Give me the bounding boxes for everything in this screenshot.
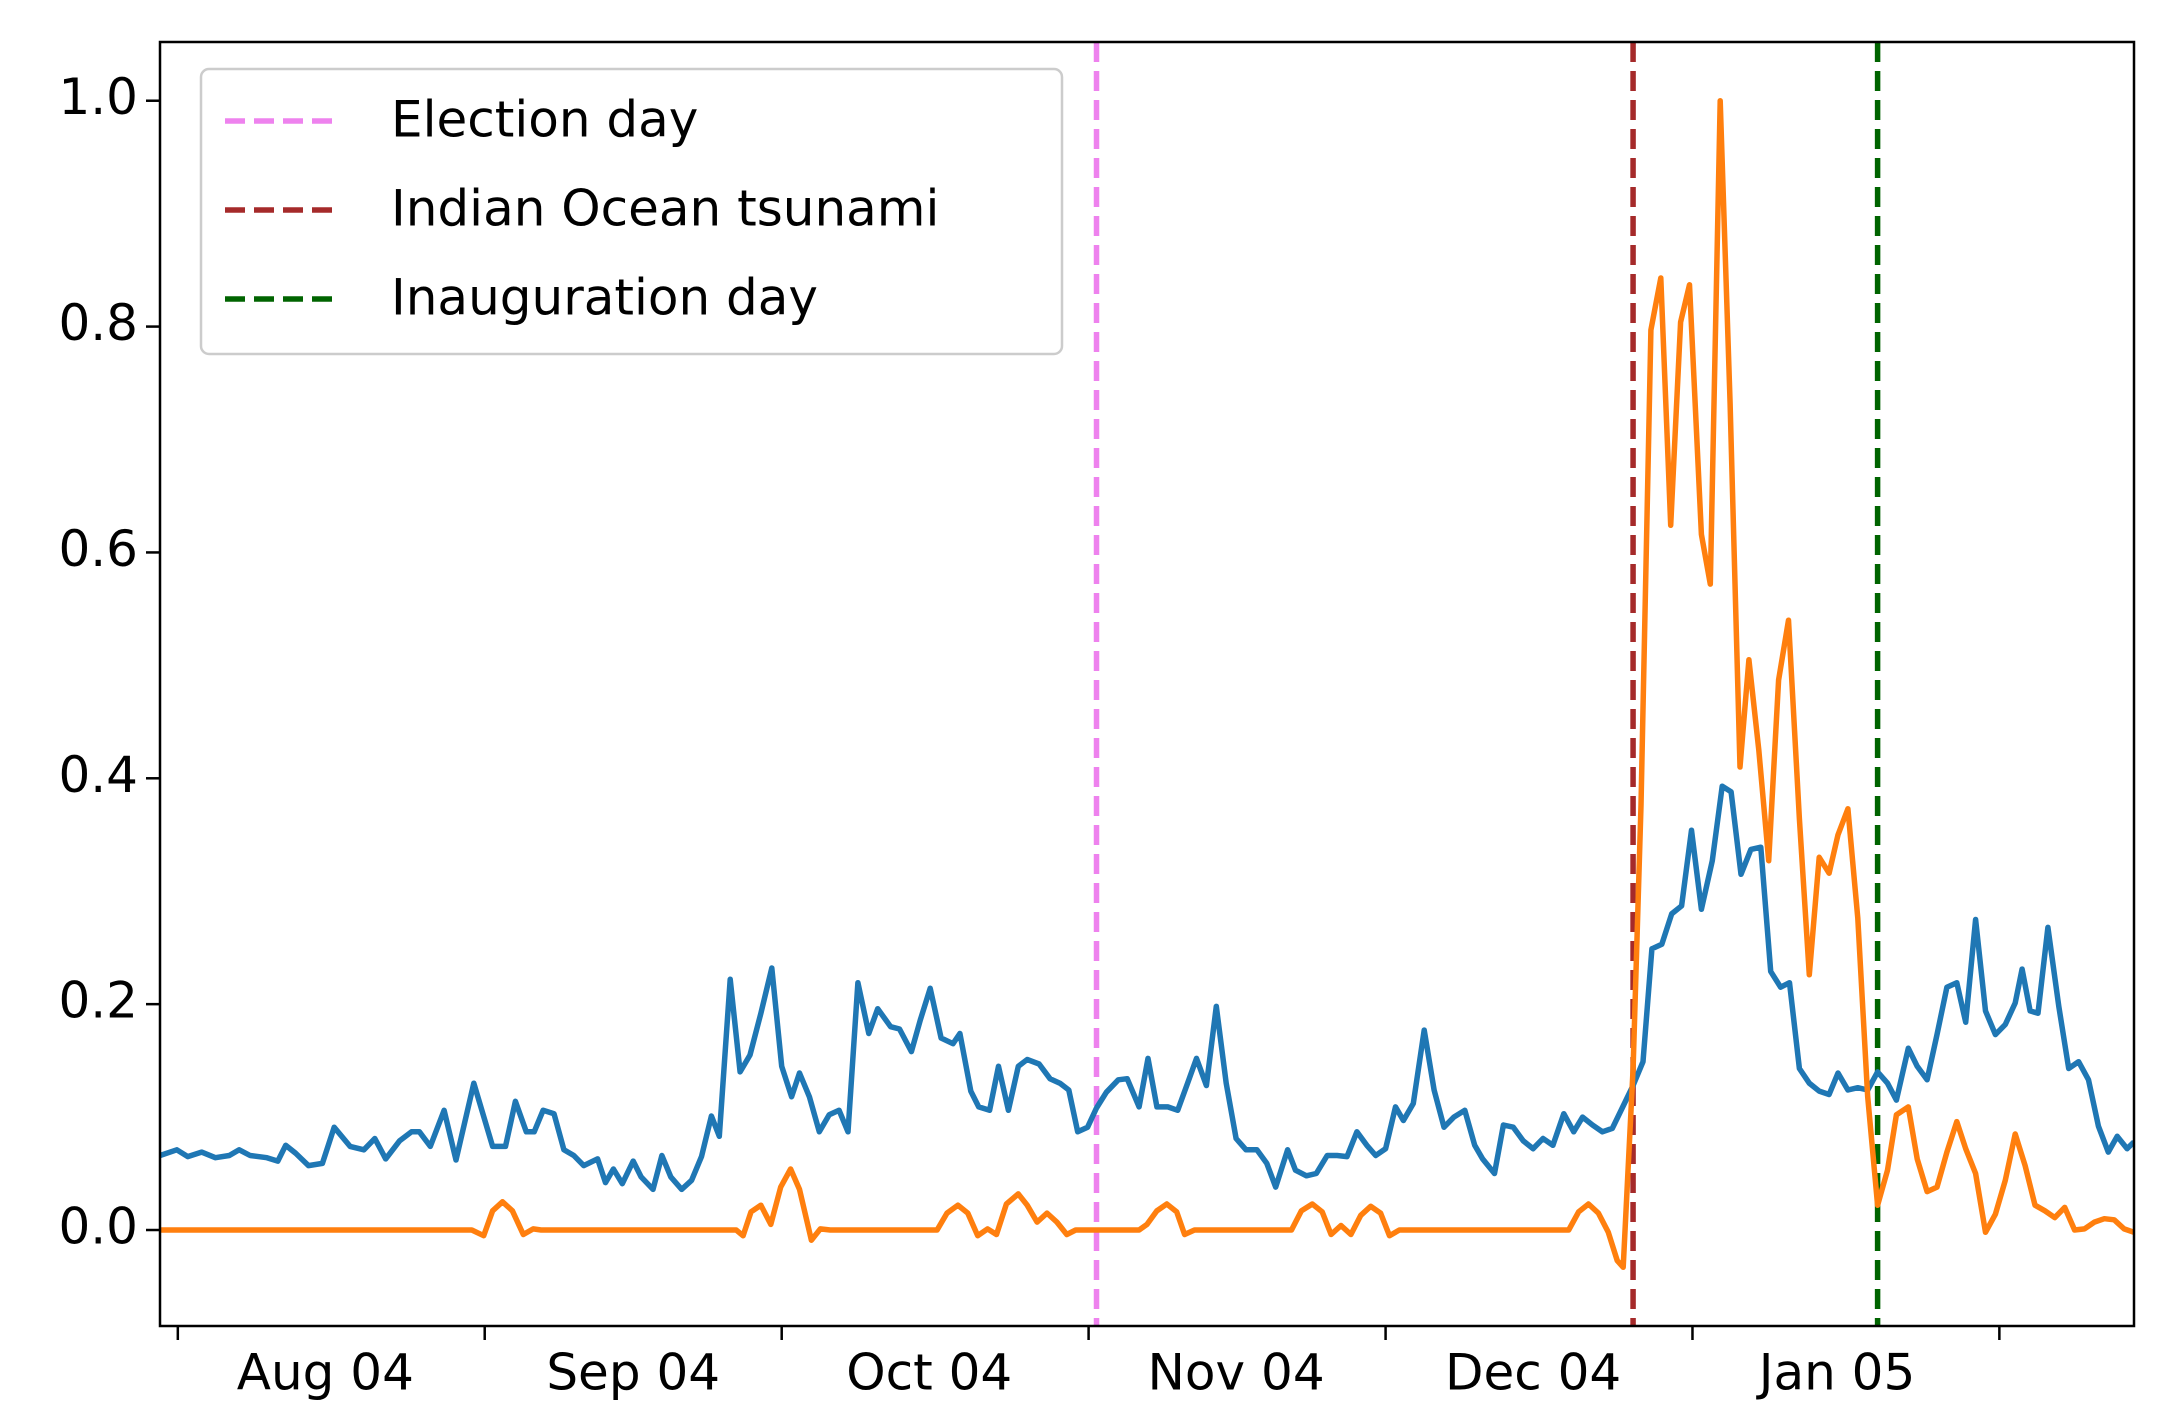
y-tick-label: 0.8 bbox=[58, 294, 138, 352]
legend-box bbox=[199, 67, 1064, 356]
axes-frame bbox=[158, 40, 2136, 1328]
x-tick-label: Oct 04 bbox=[846, 1344, 1012, 1402]
legend-label: Indian Ocean tsunami bbox=[391, 180, 939, 238]
x-tick-label: Jan 05 bbox=[1756, 1344, 1916, 1402]
y-tick-label: 0.2 bbox=[58, 972, 138, 1030]
series-line bbox=[160, 783, 2134, 1193]
legend-label: Inauguration day bbox=[391, 269, 818, 327]
x-tick-label: Sep 04 bbox=[546, 1344, 720, 1402]
y-tick-label: 0.0 bbox=[58, 1198, 138, 1256]
plot-area bbox=[160, 42, 2134, 1326]
y-tick-label: 1.0 bbox=[58, 68, 138, 126]
x-tick-label: Nov 04 bbox=[1148, 1344, 1325, 1402]
series-line bbox=[160, 97, 2134, 1271]
y-tick-label: 0.4 bbox=[58, 746, 138, 804]
y-tick-label: 0.6 bbox=[58, 520, 138, 578]
legend-label: Election day bbox=[391, 91, 698, 149]
x-tick-label: Aug 04 bbox=[237, 1344, 414, 1402]
x-tick-label: Dec 04 bbox=[1445, 1344, 1621, 1402]
